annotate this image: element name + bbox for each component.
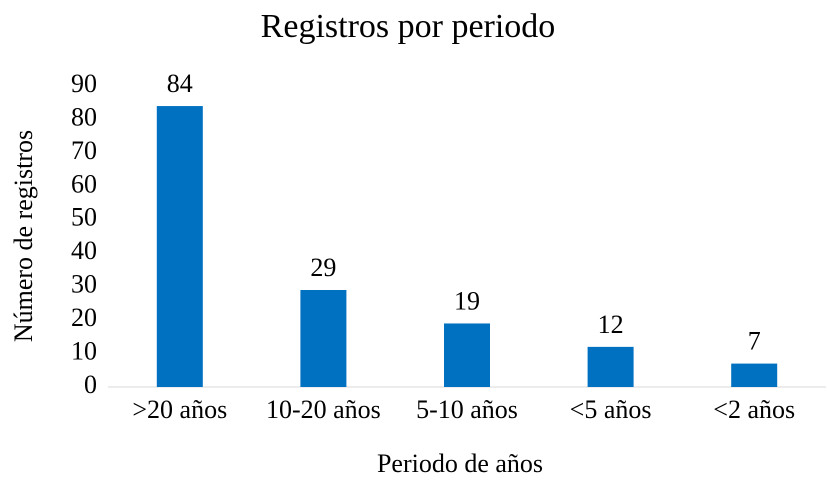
data-label: 84 xyxy=(167,69,193,98)
y-tick-label: 40 xyxy=(71,236,97,265)
y-tick-label: 0 xyxy=(84,370,97,399)
x-tick-label: 10-20 años xyxy=(266,395,381,424)
data-label: 12 xyxy=(598,310,624,339)
chart-title: Registros por periodo xyxy=(261,8,556,45)
y-tick-label: 20 xyxy=(71,303,97,332)
x-tick-label: >20 años xyxy=(132,395,227,424)
y-tick-label: 30 xyxy=(71,270,97,299)
data-label: 29 xyxy=(310,253,336,282)
y-tick-label: 90 xyxy=(71,69,97,98)
bar xyxy=(156,106,203,388)
x-tick-label: 5-10 años xyxy=(416,395,518,424)
y-axis-title: Número de registros xyxy=(9,130,38,342)
bar xyxy=(444,323,490,387)
bar xyxy=(731,363,778,387)
y-tick-label: 50 xyxy=(71,203,97,232)
y-tick-label: 70 xyxy=(71,136,97,165)
bar xyxy=(587,346,634,387)
data-label: 19 xyxy=(454,286,480,315)
data-label: 7 xyxy=(748,327,761,356)
x-tick-label: <2 años xyxy=(713,395,795,424)
y-tick-label: 60 xyxy=(71,169,97,198)
x-tick-label: <5 años xyxy=(570,395,652,424)
bar xyxy=(300,290,347,387)
y-tick-label: 10 xyxy=(71,337,97,366)
y-tick-label: 80 xyxy=(71,102,97,131)
x-axis-title: Periodo de años xyxy=(377,449,543,478)
